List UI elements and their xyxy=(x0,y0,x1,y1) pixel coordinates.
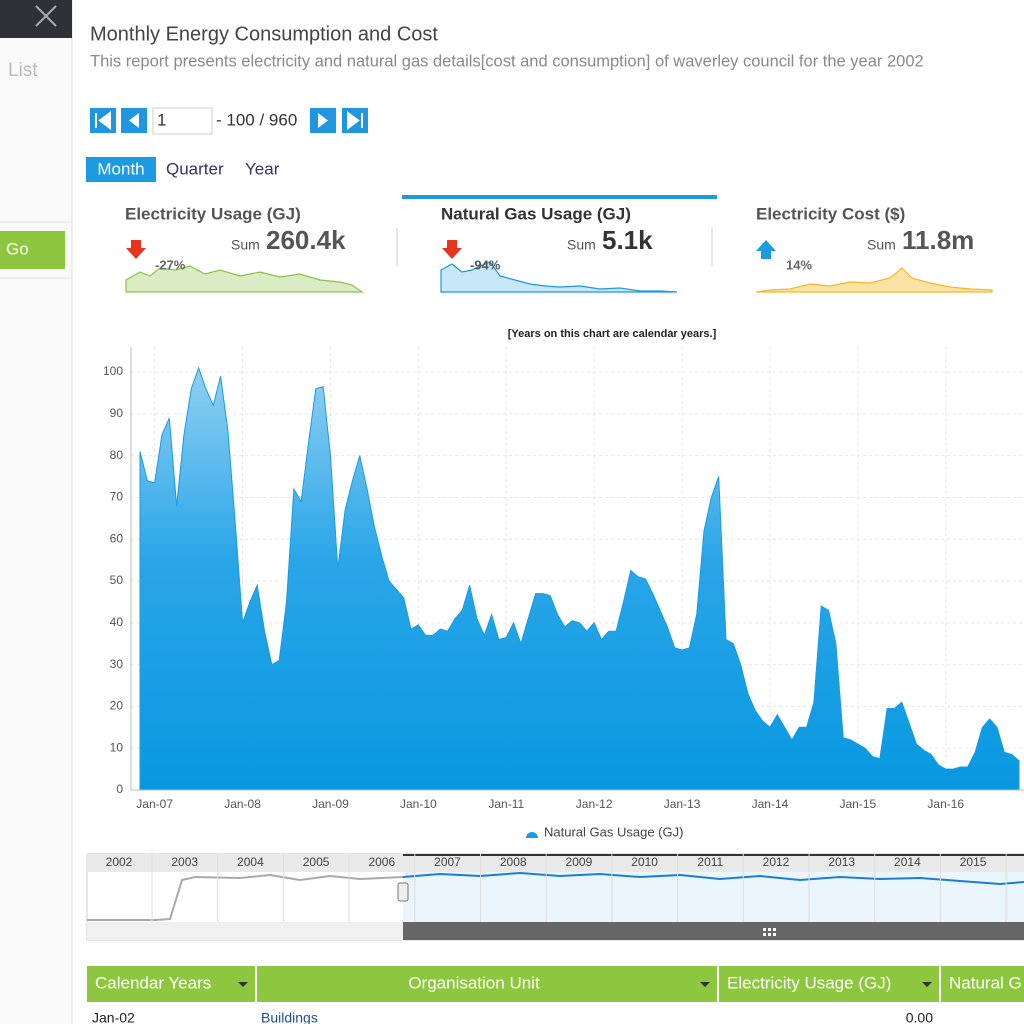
sparkline xyxy=(440,261,678,293)
column-header[interactable]: Organisation Unit xyxy=(408,973,540,992)
report-title: Monthly Energy Consumption and Cost xyxy=(90,23,438,45)
x-tick-label: Jan-14 xyxy=(752,797,789,811)
data-table: Calendar Years Organisation Unit Electri… xyxy=(87,966,1024,1024)
navigator-year: 2015 xyxy=(960,855,987,869)
legend-label[interactable]: Natural Gas Usage (GJ) xyxy=(544,824,683,839)
kpi-value: 11.8m xyxy=(902,225,974,255)
column-header[interactable]: Natural G xyxy=(949,973,1022,992)
down-arrow xyxy=(126,240,146,259)
down-arrow xyxy=(442,240,462,259)
tab[interactable]: Month xyxy=(97,159,144,178)
legend-swatch xyxy=(526,832,538,838)
go-button[interactable] xyxy=(0,231,65,269)
x-tick-label: Jan-13 xyxy=(664,797,701,811)
page-number: 1 xyxy=(157,110,166,129)
sparkline xyxy=(755,267,993,293)
x-tick-label: Jan-12 xyxy=(576,797,613,811)
y-tick-label: 50 xyxy=(110,573,124,587)
plot-area xyxy=(131,347,1024,791)
kpi-sum-label: Sum xyxy=(867,237,896,253)
x-tick-label: Jan-11 xyxy=(488,797,524,811)
column-header[interactable]: Calendar Years xyxy=(95,973,211,992)
kpi-card[interactable]: Electricity Cost ($) Sum 11.8m 14% xyxy=(755,204,993,293)
table-cell: Jan-02 xyxy=(92,1010,135,1024)
report-subtitle: This report presents electricity and nat… xyxy=(90,52,924,70)
sidebar xyxy=(0,0,72,1024)
navigator-year: 2005 xyxy=(303,855,330,869)
kpi-title: Electricity Cost ($) xyxy=(756,204,905,223)
y-tick-label: 40 xyxy=(110,615,124,629)
y-tick-label: 90 xyxy=(110,406,124,420)
navigator-year: 2006 xyxy=(368,855,395,869)
x-tick-label: Jan-16 xyxy=(927,797,964,811)
y-tick-label: 10 xyxy=(110,740,124,754)
x-tick-label: Jan-08 xyxy=(224,797,261,811)
navigator-year: 2014 xyxy=(894,855,921,869)
x-tick-label: Jan-07 xyxy=(136,797,173,811)
sparkline xyxy=(125,265,364,293)
table-cell[interactable]: Buildings xyxy=(261,1010,318,1024)
navigator-year: 2011 xyxy=(697,855,723,869)
up-arrow xyxy=(756,240,776,259)
tab[interactable]: Year xyxy=(245,159,280,178)
go-label: Go xyxy=(6,239,29,258)
x-tick-label: Jan-09 xyxy=(312,797,349,811)
tab-active[interactable] xyxy=(86,157,156,182)
y-tick-label: 60 xyxy=(110,531,124,545)
navigator-year: 2004 xyxy=(237,855,264,869)
column-header[interactable]: Electricity Usage (GJ) xyxy=(727,973,891,992)
kpi-title: Natural Gas Usage (GJ) xyxy=(441,204,631,223)
page-range: - 100 / 960 xyxy=(216,110,297,129)
kpi-title: Electricity Usage (GJ) xyxy=(125,204,301,223)
navigator-year: 2003 xyxy=(171,855,198,869)
kpi-sum-label: Sum xyxy=(231,237,260,253)
y-tick-label: 70 xyxy=(110,490,124,504)
y-tick-label: 100 xyxy=(103,364,123,378)
kpi-change: -27% xyxy=(155,257,186,272)
x-tick-label: Jan-10 xyxy=(400,797,437,811)
kpi-card[interactable]: Natural Gas Usage (GJ) Sum 5.1k -94% xyxy=(440,204,678,293)
close-icon[interactable] xyxy=(35,5,57,27)
navigator-year: 2009 xyxy=(566,855,593,869)
y-tick-label: 20 xyxy=(110,699,124,713)
kpi-selected-bar xyxy=(402,195,717,199)
tab[interactable]: Quarter xyxy=(166,159,224,178)
close-bar xyxy=(0,0,72,38)
y-tick-label: 0 xyxy=(116,782,123,796)
navigator-year: 2007 xyxy=(434,855,461,869)
x-tick-label: Jan-15 xyxy=(839,797,876,811)
navigator-year: 2010 xyxy=(631,855,658,869)
y-tick-label: 80 xyxy=(110,448,124,462)
kpi-change: -94% xyxy=(470,257,501,272)
navigator-year: 2002 xyxy=(106,855,133,869)
y-tick-label: 30 xyxy=(110,657,124,671)
navigator-year: 2013 xyxy=(828,855,855,869)
navigator-year: 2008 xyxy=(500,855,527,869)
area xyxy=(139,366,1020,790)
kpi-value: 5.1k xyxy=(602,225,653,255)
range-navigator[interactable]: 2002 2003 2004 2005 2006 2007 2008 2009 2010 2011… xyxy=(86,853,1024,941)
navigator-year: 2012 xyxy=(763,855,790,869)
page-input[interactable] xyxy=(152,107,213,135)
kpi-sum-label: Sum xyxy=(567,237,596,253)
chart-annotation: [Years on this chart are calendar years.… xyxy=(508,328,717,340)
kpi-card[interactable]: Electricity Usage (GJ) Sum 260.4k -27% xyxy=(125,204,364,293)
kpi-value: 260.4k xyxy=(266,225,346,255)
list-label: List xyxy=(8,60,38,81)
table-cell: 0.00 xyxy=(906,1010,933,1024)
kpi-change: 14% xyxy=(786,257,812,272)
